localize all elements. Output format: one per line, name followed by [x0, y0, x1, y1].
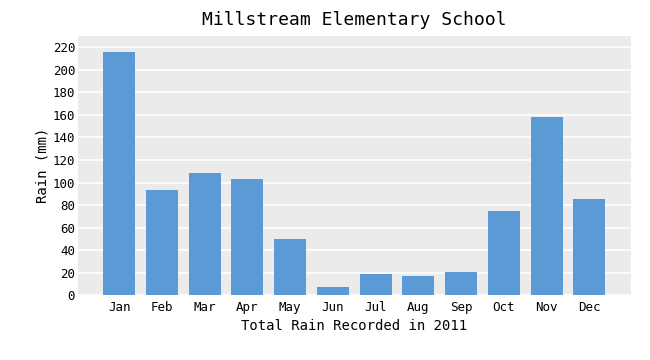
- Bar: [103, 52, 135, 295]
- Bar: [146, 190, 178, 295]
- Bar: [274, 239, 306, 295]
- Y-axis label: Rain (mm): Rain (mm): [36, 128, 50, 203]
- Bar: [231, 179, 263, 295]
- Bar: [445, 271, 477, 295]
- Bar: [188, 174, 220, 295]
- Bar: [573, 199, 605, 295]
- Bar: [359, 274, 392, 295]
- Bar: [317, 287, 349, 295]
- Bar: [402, 276, 434, 295]
- X-axis label: Total Rain Recorded in 2011: Total Rain Recorded in 2011: [241, 319, 467, 333]
- Bar: [530, 117, 563, 295]
- Title: Millstream Elementary School: Millstream Elementary School: [202, 11, 506, 29]
- Bar: [488, 211, 520, 295]
